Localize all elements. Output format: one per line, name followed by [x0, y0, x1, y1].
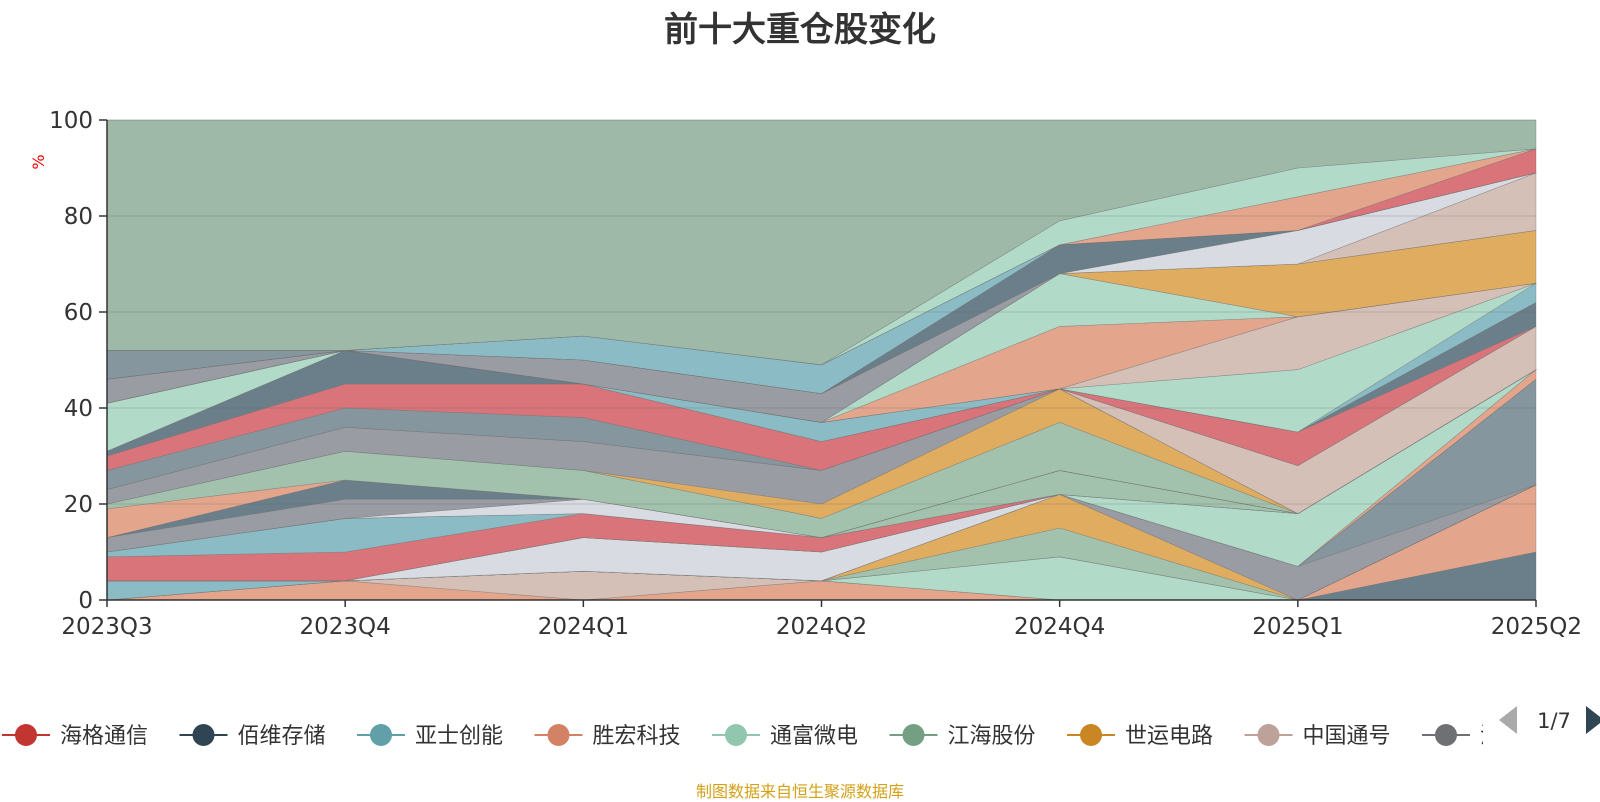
x-tick-label: 2024Q2 — [776, 614, 867, 640]
axes: 0 20 40 60 80 100 2023Q3 2023Q4 2024Q1 2024Q2 2024… — [49, 108, 1582, 640]
legend-marker-icon — [370, 724, 392, 746]
legend-label: 沪电股份 — [1480, 724, 1568, 749]
x-tick-label: 2024Q1 — [538, 614, 629, 640]
y-tick-label: 40 — [64, 396, 93, 422]
legend-label: 亚士创能 — [415, 724, 503, 749]
legend-item[interactable]: 佰维存储 — [179, 724, 326, 749]
legend-marker-icon — [15, 724, 37, 746]
legend-label: 世运电路 — [1125, 724, 1213, 749]
legend-label: 通富微电 — [770, 724, 858, 749]
y-tick-label: 80 — [64, 204, 93, 230]
legend-item[interactable]: 通富微电 — [712, 724, 858, 749]
y-tick-label: 0 — [78, 588, 93, 614]
y-tick-label: 60 — [64, 300, 93, 326]
x-tick-label: 2023Q3 — [61, 614, 152, 640]
legend-marker-icon — [902, 724, 925, 746]
x-tick-label: 2024Q4 — [1014, 614, 1105, 640]
triangle-right-icon[interactable] — [1586, 706, 1600, 734]
x-tick-label: 2023Q4 — [300, 614, 391, 640]
legend-item[interactable]: 中国通号 — [1244, 724, 1391, 749]
legend-label: 海格通信 — [60, 724, 148, 749]
legend-marker-icon — [547, 724, 570, 746]
legend-page-indicator: 1/7 — [1537, 709, 1571, 733]
chart-title: 前十大重仓股变化 — [664, 10, 936, 50]
legend-item[interactable]: 世运电路 — [1067, 724, 1213, 749]
legend-item[interactable]: 海格通信 — [2, 724, 148, 749]
gridlines-overlay — [107, 119, 1536, 505]
legend-item[interactable]: 亚士创能 — [357, 724, 503, 749]
area-bands — [106, 119, 1537, 601]
area-band-41 — [106, 119, 1537, 366]
y-axis-unit-label: % — [29, 154, 48, 169]
legend-label: 佰维存储 — [238, 724, 326, 749]
y-tick-label: 20 — [64, 492, 93, 518]
legend-label: 江海股份 — [948, 724, 1036, 749]
legend-marker-icon — [725, 724, 747, 746]
x-tick-label: 2025Q1 — [1252, 614, 1343, 640]
y-tick-label: 100 — [49, 108, 93, 134]
legend-label: 中国通号 — [1303, 724, 1391, 749]
legend-item[interactable]: 江海股份 — [889, 724, 1036, 749]
legend-marker-icon — [1257, 724, 1280, 746]
legend-item[interactable]: 胜宏科技 — [534, 724, 681, 749]
triangle-left-icon[interactable] — [1499, 706, 1517, 734]
legend-item[interactable]: 沪电股份 — [1422, 724, 1568, 749]
legend-pager: 1/7 — [1499, 706, 1600, 734]
legend-marker-icon — [192, 724, 215, 746]
x-tick-label: 2025Q2 — [1491, 614, 1582, 640]
legend-label: 胜宏科技 — [593, 724, 681, 749]
legend: 海格通信 佰维存储 亚士创能 胜宏科技 通富微电 江海股份 世运电路 中国通号 沪电股份 — [2, 724, 1568, 749]
legend-marker-icon — [1435, 724, 1457, 746]
legend-marker-icon — [1080, 724, 1102, 746]
source-note: 制图数据来自恒生聚源数据库 — [695, 782, 904, 801]
